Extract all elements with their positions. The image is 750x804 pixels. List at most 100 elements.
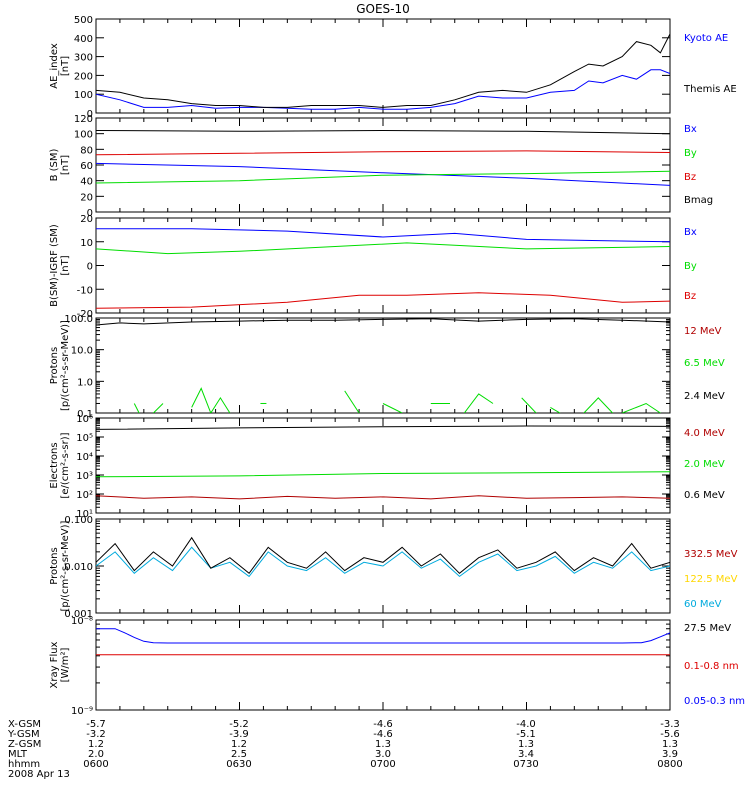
series-line — [96, 628, 670, 644]
y-tick-label: 10⁻⁸ — [71, 616, 93, 627]
footer-table: X-GSM -5.7 -5.2 -4.6 -4.0 -3.3 Y-GSM -3.2 -3.9 -4… — [7, 719, 683, 780]
legend-entry: 332.5 MeV — [684, 549, 738, 560]
legend-entry: Kyoto AE — [684, 33, 728, 44]
y-axis-label: Protons — [49, 547, 60, 584]
y-tick-label: 0 — [87, 262, 93, 273]
legend-entry: 2.4 MeV — [684, 391, 725, 402]
y-tick-label: 200 — [74, 71, 93, 82]
series-by — [96, 242, 670, 255]
series-line — [96, 536, 670, 575]
y-tick-label: 10⁻⁹ — [71, 706, 93, 717]
y-tick-label: 10¹ — [76, 509, 93, 520]
y-axis-label: B (SM) — [49, 148, 60, 181]
panel-7: 10⁻⁹ 10⁻⁸ Xray Flux [W/m²] 0.1-0.8 nm 0.05-0.… — [49, 616, 745, 717]
series-line — [96, 242, 670, 255]
series-segment — [344, 390, 360, 413]
footer-value: -4.0 — [516, 719, 536, 730]
y-tick-label: 1.0 — [77, 377, 93, 388]
series-0-05-0-3-nm — [96, 628, 670, 644]
y-tick-label: 10⁶ — [76, 414, 93, 425]
series-segment — [191, 387, 231, 413]
footer-value: 3.4 — [518, 749, 534, 760]
y-tick-label: 500 — [74, 15, 93, 26]
series-segment — [583, 397, 613, 413]
series-2-0-mev — [96, 471, 670, 478]
series-line — [96, 150, 670, 156]
footer-value: 0600 — [83, 759, 108, 770]
footer-value: 3.0 — [375, 749, 391, 760]
y-tick-label: 0.100 — [64, 515, 93, 526]
series-60-mev — [96, 546, 670, 578]
panel-5: 10¹ 10² 10³ 10⁴ 10⁵ 10⁶ Electrons [e/(cm²-s-sr)… — [49, 414, 725, 520]
legend-entry: Bz — [684, 291, 696, 302]
series-line — [96, 33, 670, 108]
panel-2: 0 20 40 60 80 100 120 B (SM) [nT] Bx By Bz Bmag — [49, 114, 713, 219]
series-line — [96, 129, 670, 135]
panel-1: 0 100 200 300 400 500 AE_index [nT] Kyoto AE Them… — [49, 15, 737, 120]
footer-value: -4.6 — [373, 729, 393, 740]
panel-frame — [95, 18, 671, 114]
series-bz — [96, 150, 670, 156]
legend-entry: Bx — [684, 124, 697, 135]
legend-entry: By — [684, 148, 697, 159]
series-line — [96, 425, 670, 430]
y-axis-label: B(SM)-IGRF (SM) — [49, 224, 60, 307]
footer-row-label: Y-GSM — [7, 729, 40, 740]
y-tick-label: 60 — [80, 161, 93, 172]
series-bx — [96, 162, 670, 186]
footer-value: 2.5 — [231, 749, 247, 760]
footer-value: 1.2 — [88, 739, 104, 750]
y-axis-label: Protons — [49, 347, 60, 384]
legend-entry: 4.0 MeV — [684, 428, 725, 439]
y-tick-label: 300 — [74, 53, 93, 64]
series-27-5-mev — [96, 536, 670, 575]
y-tick-label: 0.010 — [64, 562, 93, 573]
legend-entry: 60 MeV — [684, 599, 722, 610]
y-tick-label: 0.001 — [64, 609, 93, 620]
y-tick-label: 10⁴ — [76, 452, 93, 463]
y-axis-label: [W/m²] — [60, 647, 71, 682]
legend-entry: By — [684, 261, 697, 272]
footer-value: 0730 — [513, 759, 538, 770]
footer-value: -5.2 — [229, 719, 249, 730]
footer-value: 0800 — [657, 759, 682, 770]
footer-value: 0700 — [370, 759, 395, 770]
y-tick-label: 0 — [87, 208, 93, 219]
footer-value: 1.3 — [662, 739, 678, 750]
footer-value: -5.7 — [86, 719, 106, 730]
y-tick-label: 100.0 — [64, 314, 93, 325]
series-by — [96, 170, 670, 184]
y-tick-label: 10 — [80, 238, 93, 249]
footer-row-label: hhmm — [8, 759, 40, 770]
footer-date: 2008 Apr 13 — [8, 769, 70, 780]
footer-value: 1.3 — [518, 739, 534, 750]
series-segment — [521, 397, 537, 413]
footer-value: -3.2 — [86, 729, 106, 740]
series-line — [96, 162, 670, 186]
legend-entry: 0.6 MeV — [684, 490, 725, 501]
footer-value: -3.3 — [660, 719, 680, 730]
y-tick-label: 20 — [80, 192, 93, 203]
series-bz — [96, 292, 670, 309]
footer-row-label: MLT — [8, 749, 28, 760]
series-line — [96, 318, 670, 326]
y-axis-label: [e/(cm²-s-sr)] — [60, 432, 71, 498]
y-axis-label: [nT] — [60, 155, 71, 175]
y-tick-label: 40 — [80, 177, 93, 188]
footer-value: 1.2 — [231, 739, 247, 750]
legend-entry: Bz — [684, 172, 696, 183]
y-tick-label: 10² — [76, 490, 93, 501]
legend-entry: Bmag — [684, 195, 713, 206]
series-segment — [550, 406, 561, 413]
legend-entry: 0.1-0.8 nm — [684, 661, 739, 672]
series-line — [96, 170, 670, 184]
series-segment — [382, 403, 403, 413]
legend-entry: 2.0 MeV — [684, 459, 725, 470]
series-line — [96, 228, 670, 243]
y-axis-label: AE_index — [49, 43, 60, 89]
footer-value: 3.9 — [662, 749, 678, 760]
plot-title: GOES-10 — [356, 2, 410, 16]
footer-row-label: X-GSM — [8, 719, 41, 730]
y-axis-label: [p/(cm²-s-sr-MeV)] — [60, 320, 71, 411]
